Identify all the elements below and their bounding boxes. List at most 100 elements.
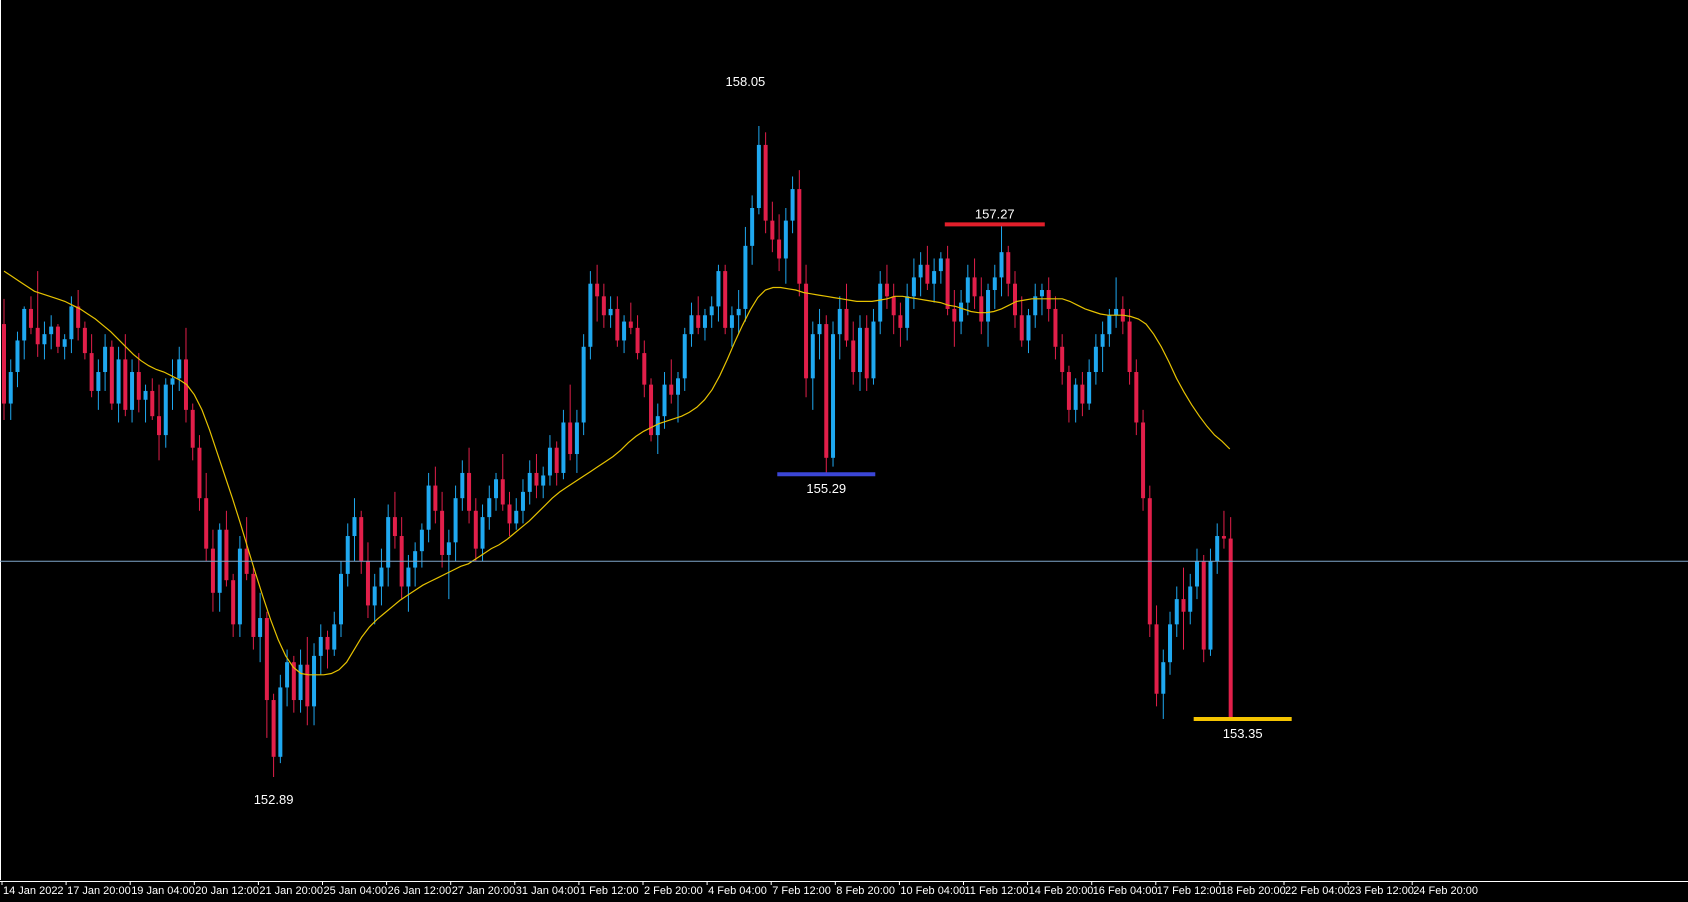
candle [258,592,263,663]
candle-body [109,346,114,404]
x-tick-label: 11 Feb 12:00 [965,885,1029,897]
candle-body [783,220,788,259]
candle-body [305,664,310,707]
candle [709,296,714,328]
candle [1154,605,1159,707]
candle-body [1228,538,1233,719]
x-tick-label: 2 Feb 20:00 [644,885,703,897]
candle-body [1073,384,1078,410]
candle-body [716,271,721,307]
x-tick-label: 23 Feb 12:00 [1349,885,1414,897]
candle [8,359,13,420]
candle [298,649,303,713]
x-tick-label: 24 Feb 20:00 [1413,885,1478,897]
candle [1181,567,1186,650]
candle-body [460,472,465,499]
candle [669,359,674,404]
candle [810,321,815,410]
candle-body [1033,296,1038,316]
candle [197,435,202,511]
candle-body [743,245,748,309]
candle [365,542,370,619]
candle-body [844,308,849,341]
candle-body [1194,561,1199,587]
candle [588,271,593,360]
candle [1087,359,1092,410]
candle-body [372,586,377,606]
candle-body [1134,372,1139,423]
candle-body [28,308,33,328]
candle-body [190,409,195,448]
candle-body [568,422,573,455]
candle-body [473,510,478,549]
candle [1215,523,1220,574]
candle-body [729,315,734,328]
candle-body [224,529,229,581]
candle-body [332,624,337,650]
candle [440,491,445,568]
candle-body [810,334,815,379]
candle [1026,308,1031,354]
candle-body [864,327,869,379]
candle-body [992,277,997,291]
candle-body [1141,422,1146,499]
candle [554,441,559,486]
candle [386,504,391,587]
candle [494,472,499,511]
candle-body [790,189,795,221]
candle-body [35,327,40,345]
candle [595,264,600,322]
candle-body [62,339,67,347]
candle-body [96,372,101,391]
candle [541,466,546,499]
candle-body [662,384,667,417]
candle [285,649,290,707]
x-tick-label: 17 Jan 20:00 [67,885,131,897]
candle [635,315,640,360]
candle [750,195,755,265]
candle-body [676,378,680,395]
candle [952,290,957,347]
candle-body [884,283,889,297]
candle-body [251,573,256,637]
candle-body [1221,536,1226,539]
candle [649,378,654,442]
candle [473,498,478,562]
candle-body [938,258,943,272]
candle [163,378,168,448]
candle-body [291,662,296,701]
candle-body [817,324,822,335]
candle-body [642,353,647,385]
candle-body [1053,308,1058,347]
candle [979,277,984,335]
candle-body [837,308,842,335]
candle-body [1188,586,1193,612]
candle-body [797,189,802,284]
candle-body [891,296,896,316]
candle-body [325,636,330,650]
candle [170,359,175,410]
candle [574,409,579,473]
candle-body [130,372,135,410]
candle-body [1060,346,1065,373]
candle [446,529,451,600]
candle-body [986,290,991,322]
candle [547,435,552,486]
candle [291,655,296,713]
x-tick-label: 18 Feb 20:00 [1221,885,1286,897]
candle [608,296,613,328]
candle-body [1107,315,1112,335]
candle-body [157,416,162,436]
candle [999,224,1004,297]
candle-body [824,324,829,458]
candle [500,454,505,511]
candle-body [831,334,836,458]
candle [1093,334,1098,385]
candle-body [723,271,728,328]
candle-body [918,264,923,278]
candle-body [352,517,357,537]
candle-body [1087,372,1092,404]
x-tick-label: 1 Feb 12:00 [580,885,639,897]
candle-body [534,472,539,486]
